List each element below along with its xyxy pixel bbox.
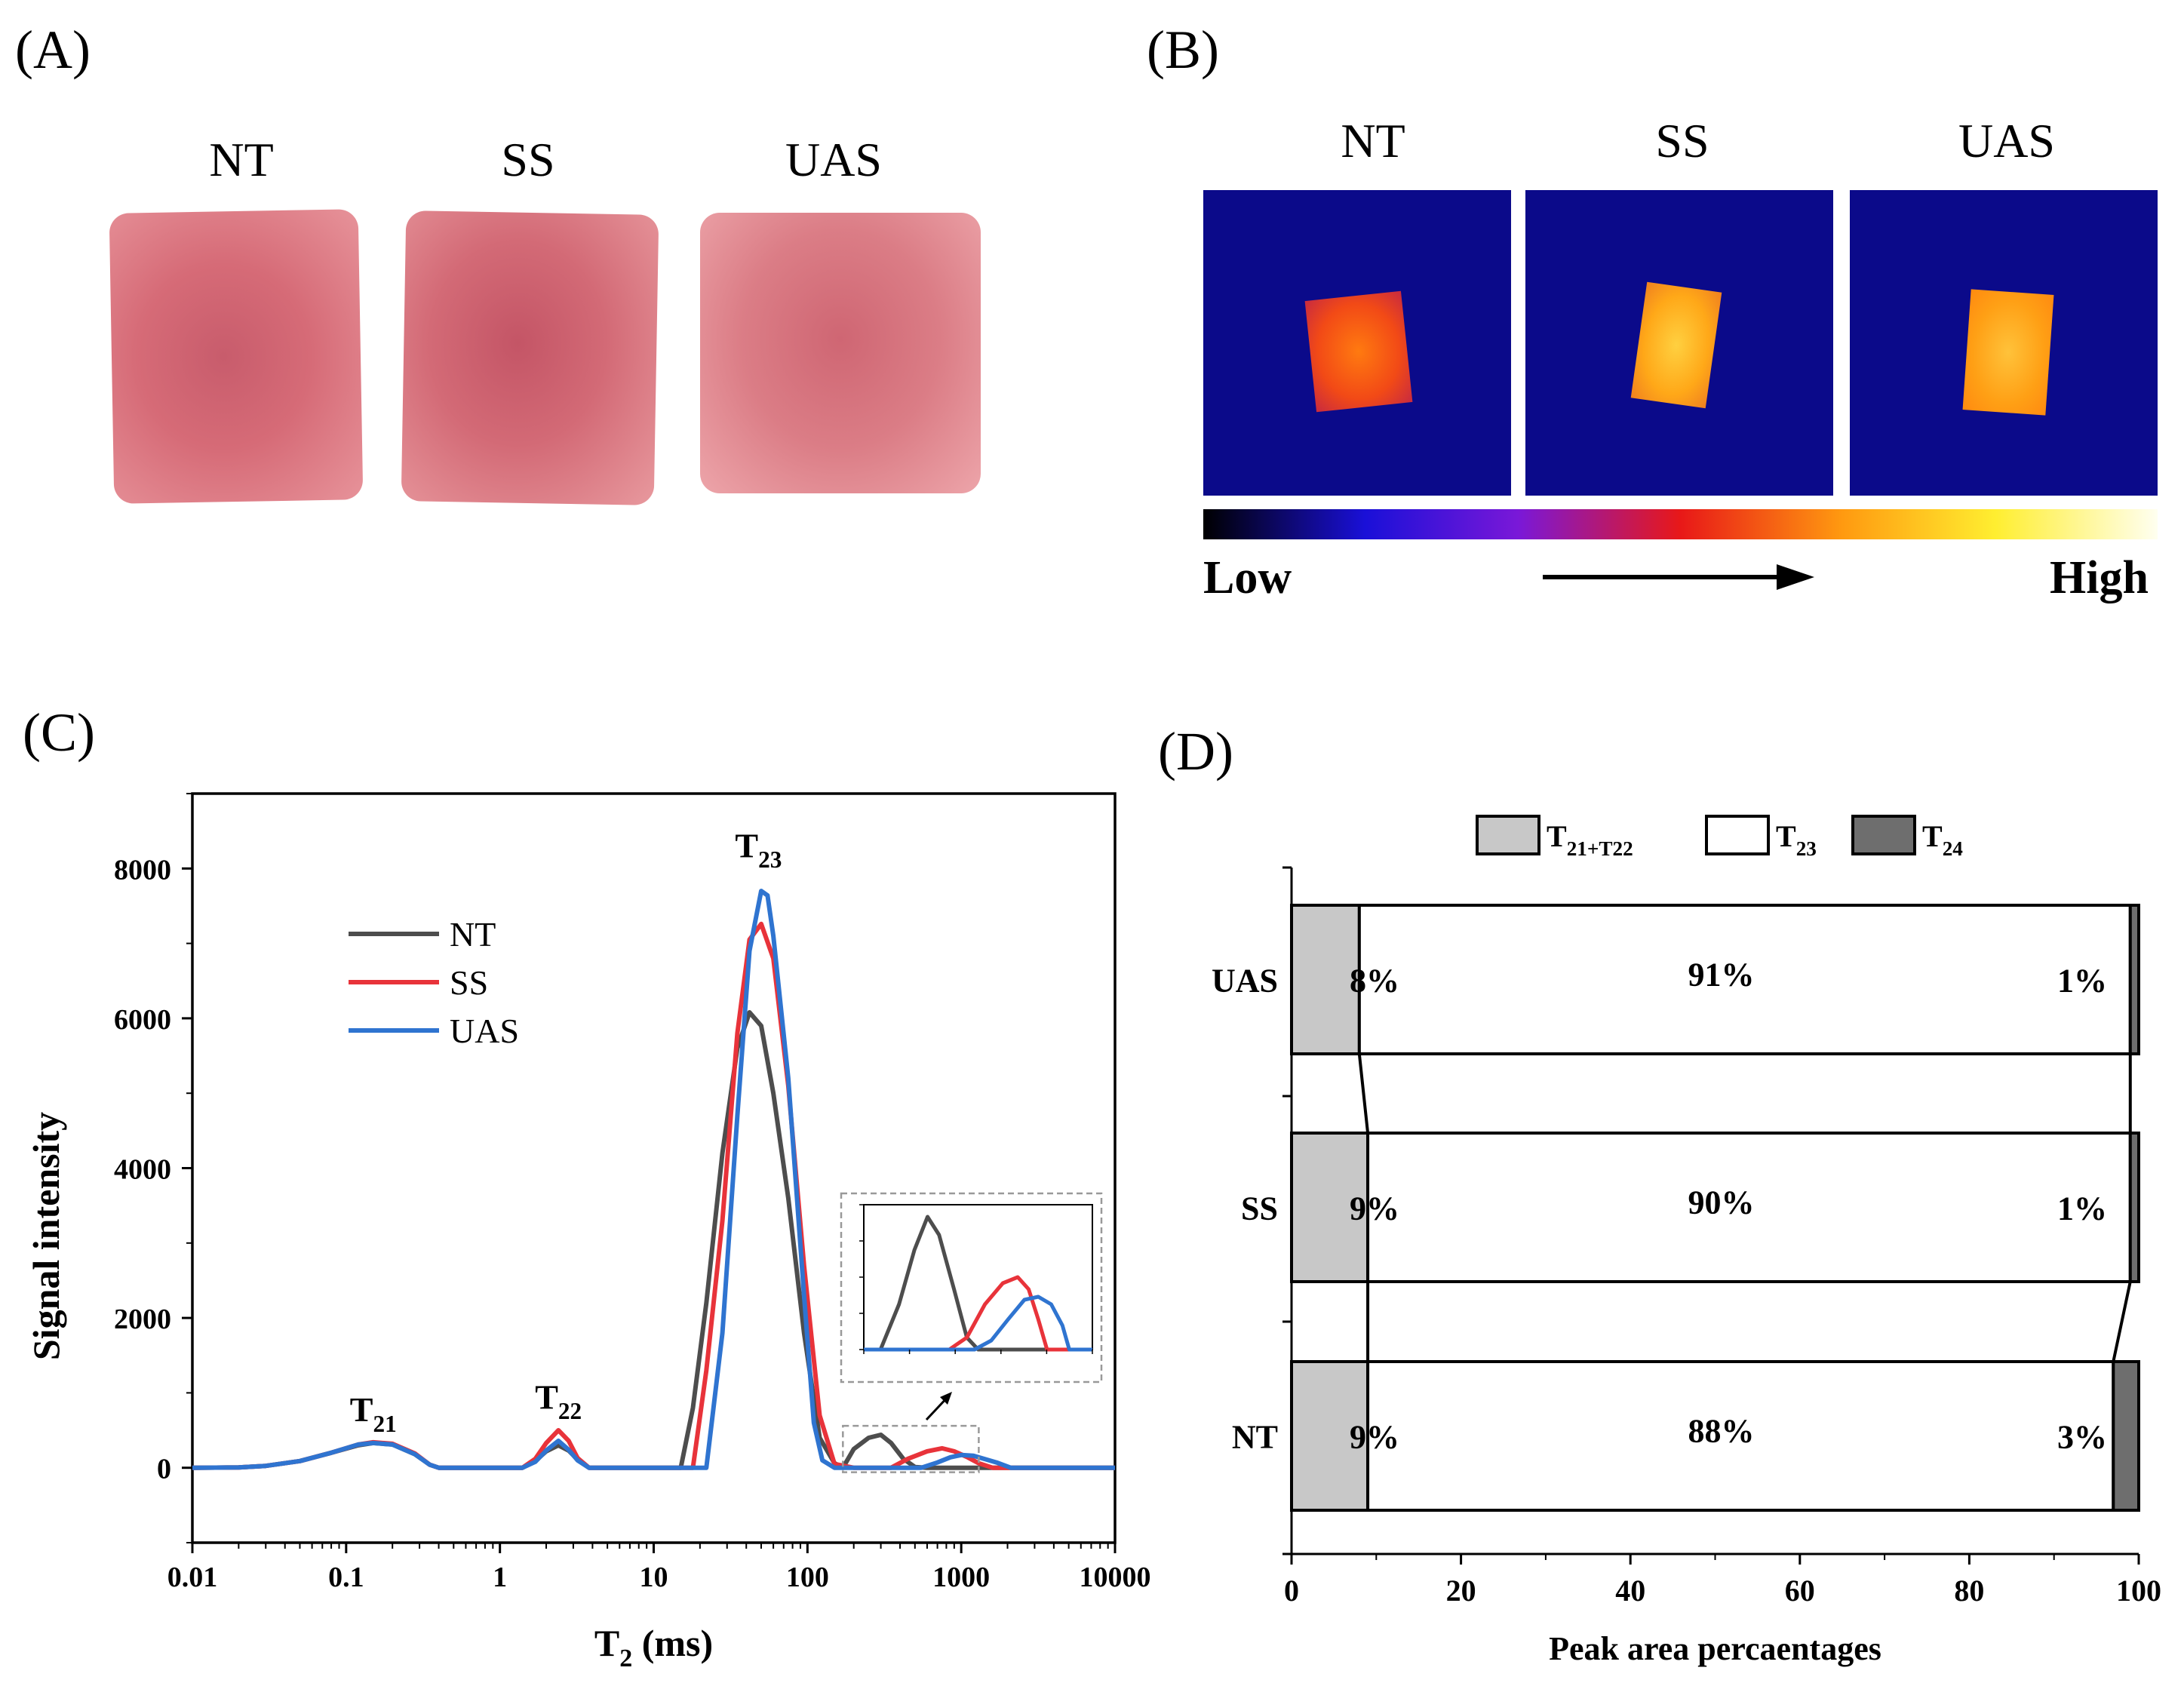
- bar-segment-t21-t22-ss: [1290, 1132, 1370, 1283]
- mri-image-uas: [1850, 190, 2158, 496]
- value-label: 91%: [1688, 957, 1755, 993]
- x-tick-label: 0.1: [328, 1562, 364, 1593]
- category-label-ss: SS: [1241, 1190, 1278, 1227]
- x-tick-label: 0.01: [167, 1562, 218, 1593]
- chart-c-xlabel: T2 (ms): [594, 1622, 713, 1672]
- chart-c-frame: [191, 792, 1117, 1544]
- zoom-region: [842, 1424, 980, 1473]
- bar-segment-t24-ss: [2128, 1132, 2141, 1283]
- mri-image-ss: [1525, 190, 1833, 496]
- bar-segment-t23-uas: [1357, 904, 2132, 1055]
- x-tick-label: 100: [2116, 1574, 2161, 1608]
- bar-segment-t24-uas: [2128, 904, 2141, 1055]
- x-tick-label: 100: [786, 1562, 829, 1593]
- panel-d-letter: (D): [1158, 721, 1233, 782]
- x-tick-label: 80: [1954, 1574, 1984, 1608]
- legend-label-uas: UAS: [450, 1012, 519, 1050]
- inset-line-nt: [864, 1215, 1092, 1352]
- panel-b-label-nt: NT: [1341, 114, 1405, 167]
- bar-connector: [1357, 1053, 1370, 1134]
- series-line-uas: [192, 889, 1115, 1470]
- panel-a-label-ss: SS: [501, 133, 555, 186]
- value-label: 8%: [1350, 963, 1399, 1000]
- y-tick-label: 6000: [114, 1004, 171, 1036]
- x-tick-label: 1: [493, 1562, 507, 1593]
- value-label: 90%: [1688, 1184, 1755, 1221]
- category-label-uas: UAS: [1212, 963, 1278, 1000]
- legend-swatch-t24: [1851, 815, 1916, 855]
- scale-high-label: High: [2050, 552, 2149, 603]
- bar-segment-t23-ss: [1366, 1132, 2132, 1283]
- chart-d-xlabel: Peak area percaentages: [1549, 1630, 1881, 1667]
- value-label: 1%: [2057, 963, 2107, 1000]
- category-label-nt: NT: [1232, 1419, 1278, 1456]
- chart-d: 0 20 40 60 80 100 Peak area percaentages UAS 8% 9…: [1212, 815, 2161, 1667]
- sample-photo-uas: [700, 213, 981, 493]
- x-tick-label: 60: [1785, 1574, 1815, 1608]
- value-label: 1%: [2057, 1190, 2107, 1227]
- x-tick-label: 1000: [932, 1562, 990, 1593]
- legend-swatch-t23: [1705, 815, 1770, 855]
- mri-image-nt: [1203, 190, 1511, 496]
- peak-label: T23: [735, 826, 782, 873]
- inset-line-uas: [864, 1294, 1092, 1352]
- bar-segment-t24-nt: [2112, 1360, 2141, 1512]
- bar-connector: [2112, 1281, 2132, 1362]
- chart-c: 0 2000 4000 6000 8000 0.01 0.1 1 10 100 1000 10000 T…: [25, 792, 1151, 1672]
- legend-label-t24: T24: [1922, 819, 1963, 860]
- scale-arrow: [1543, 564, 1814, 590]
- intensity-colorbar: [1203, 509, 2158, 539]
- value-label: 9%: [1350, 1419, 1399, 1456]
- panel-a-letter: (A): [15, 20, 91, 80]
- value-label: 88%: [1688, 1413, 1755, 1450]
- inset-line-ss: [864, 1275, 1092, 1352]
- peak-label: T21: [350, 1390, 397, 1437]
- panel-b-letter: (B): [1147, 20, 1219, 80]
- panel-a-label-uas: UAS: [785, 133, 883, 186]
- x-tick-label: 10: [640, 1562, 668, 1593]
- x-tick-label: 20: [1446, 1574, 1476, 1608]
- y-tick-label: 0: [157, 1454, 171, 1485]
- y-tick-label: 4000: [114, 1154, 171, 1186]
- x-tick-label: 10000: [1080, 1562, 1151, 1593]
- panel-c-letter: (C): [23, 702, 95, 763]
- value-label: 9%: [1350, 1190, 1399, 1227]
- legend-swatch-t21-t22: [1476, 815, 1540, 855]
- chart-c-ylabel: Signal intensity: [25, 1112, 67, 1360]
- peak-label: T22: [535, 1377, 582, 1424]
- x-tick-label: 40: [1615, 1574, 1645, 1608]
- panel-a-label-nt: NT: [209, 133, 274, 186]
- legend-label-t21-t22: T21+T22: [1547, 819, 1633, 860]
- scale-low-label: Low: [1203, 552, 1292, 603]
- y-tick-label: 8000: [114, 854, 171, 886]
- inset-frame: [840, 1192, 1103, 1384]
- legend-label-nt: NT: [450, 915, 496, 954]
- x-tick-label: 0: [1284, 1574, 1299, 1608]
- legend-label-t23: T23: [1776, 819, 1817, 860]
- value-label: 3%: [2057, 1419, 2107, 1456]
- legend-label-ss: SS: [450, 963, 488, 1002]
- zoom-arrow-head: [940, 1392, 952, 1405]
- panel-b-label-ss: SS: [1655, 114, 1709, 167]
- y-tick-label: 2000: [114, 1304, 171, 1335]
- panel-b-label-uas: UAS: [1958, 114, 2056, 167]
